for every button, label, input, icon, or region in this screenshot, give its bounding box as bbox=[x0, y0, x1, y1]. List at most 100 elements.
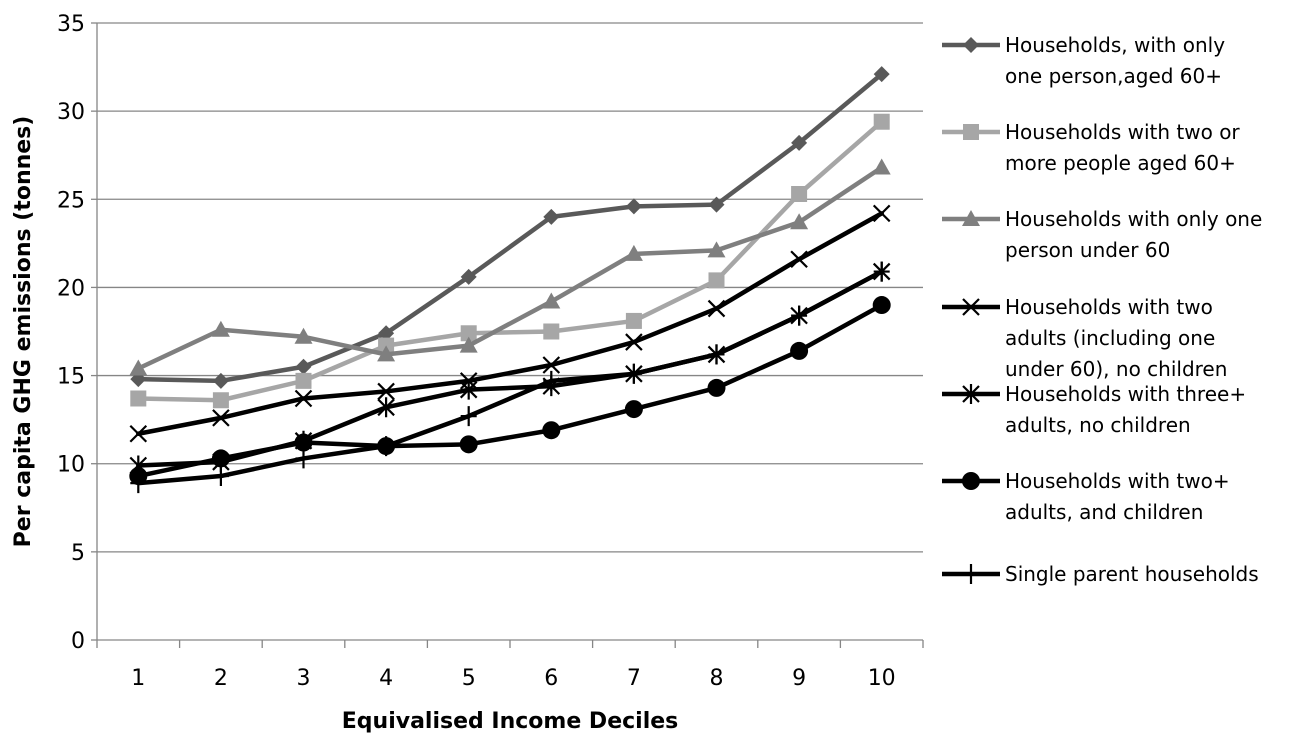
data-point bbox=[211, 320, 230, 337]
data-point bbox=[295, 358, 312, 375]
marker-diamond bbox=[543, 208, 560, 225]
marker-asterisk bbox=[962, 384, 980, 404]
marker-diamond bbox=[963, 37, 979, 53]
legend-label: one person,aged 60+ bbox=[1005, 64, 1222, 88]
marker-x bbox=[294, 389, 313, 408]
data-point bbox=[542, 356, 561, 374]
data-point bbox=[708, 344, 725, 365]
y-tick-label: 5 bbox=[71, 541, 85, 566]
data-point bbox=[791, 185, 808, 202]
marker-triangle bbox=[872, 158, 891, 175]
marker-circle bbox=[707, 378, 726, 397]
marker-triangle bbox=[707, 241, 726, 258]
marker-plus bbox=[295, 448, 312, 469]
legend-label: under 60), no children bbox=[1005, 357, 1227, 381]
marker-circle bbox=[542, 421, 561, 440]
data-point bbox=[543, 370, 560, 391]
data-point bbox=[377, 397, 395, 418]
series-line bbox=[136, 302, 884, 479]
data-point bbox=[624, 244, 643, 261]
series-line bbox=[136, 269, 884, 486]
data-point bbox=[459, 379, 478, 400]
data-point bbox=[624, 400, 643, 419]
y-tick-label: 20 bbox=[57, 276, 85, 301]
series-7 bbox=[130, 261, 890, 494]
data-point bbox=[212, 372, 229, 389]
x-tick-label: 9 bbox=[792, 666, 806, 691]
marker-diamond bbox=[708, 196, 725, 213]
data-point bbox=[625, 363, 642, 384]
data-point bbox=[377, 345, 396, 362]
data-point bbox=[707, 299, 726, 318]
data-point bbox=[212, 392, 229, 409]
data-point bbox=[129, 424, 148, 443]
data-point bbox=[294, 327, 313, 344]
data-point bbox=[625, 333, 643, 351]
series-lines bbox=[129, 66, 891, 494]
marker-circle bbox=[624, 400, 643, 419]
legend-entry: Households with two adults (including one… bbox=[942, 295, 1227, 381]
data-point bbox=[378, 436, 395, 457]
data-point bbox=[872, 204, 891, 223]
marker-plus bbox=[708, 344, 725, 365]
series-line bbox=[136, 71, 884, 384]
marker-plus bbox=[378, 436, 395, 457]
data-point bbox=[791, 134, 808, 151]
data-point bbox=[294, 389, 313, 408]
data-point bbox=[963, 37, 979, 53]
data-point bbox=[294, 433, 313, 452]
legend-entry: Households with two+ adults, and children bbox=[942, 469, 1230, 524]
marker-square bbox=[543, 323, 560, 340]
data-point bbox=[212, 409, 230, 427]
data-point bbox=[130, 390, 147, 407]
data-point bbox=[130, 473, 147, 494]
x-tick-label: 3 bbox=[297, 666, 311, 691]
marker-asterisk bbox=[377, 397, 395, 418]
marker-square bbox=[625, 312, 642, 329]
marker-diamond bbox=[791, 134, 808, 151]
legend-label: Single parent households bbox=[1005, 562, 1259, 586]
legend: Households, with only one person,aged 60+… bbox=[942, 33, 1262, 586]
data-point bbox=[963, 124, 979, 140]
marker-circle bbox=[459, 435, 478, 454]
marker-circle bbox=[211, 449, 230, 468]
series-1 bbox=[130, 66, 890, 389]
marker-plus bbox=[873, 261, 890, 282]
marker-x bbox=[377, 382, 395, 401]
marker-triangle bbox=[790, 213, 809, 230]
marker-square bbox=[963, 124, 979, 140]
x-axis-title: Equivalised Income Deciles bbox=[342, 709, 679, 734]
marker-square bbox=[873, 113, 890, 130]
series-5 bbox=[129, 261, 891, 476]
data-point bbox=[378, 325, 395, 342]
marker-x bbox=[129, 424, 148, 443]
y-tick-label: 15 bbox=[57, 365, 85, 390]
data-point bbox=[460, 325, 477, 342]
x-tick-label: 2 bbox=[214, 666, 228, 691]
marker-plus bbox=[212, 466, 229, 487]
series-line bbox=[136, 165, 884, 371]
data-point bbox=[873, 113, 890, 130]
marker-square bbox=[791, 185, 808, 202]
x-tick-label: 5 bbox=[462, 666, 476, 691]
series-line bbox=[136, 211, 884, 436]
data-point bbox=[129, 359, 148, 376]
y-tick-label: 10 bbox=[57, 453, 85, 478]
data-point bbox=[872, 296, 891, 315]
x-tick-label: 1 bbox=[131, 666, 145, 691]
data-point bbox=[460, 268, 477, 285]
data-point bbox=[962, 210, 980, 226]
series-6 bbox=[129, 296, 891, 486]
marker-x bbox=[707, 299, 726, 318]
legend-label: Households with two bbox=[1005, 295, 1213, 319]
marker-square bbox=[708, 272, 725, 289]
data-point bbox=[212, 466, 229, 487]
y-tick-label: 30 bbox=[57, 100, 85, 125]
marker-triangle bbox=[542, 292, 561, 309]
axes: 0 5 10 15 20 25 30 35 1 2 3 4 5 6 7 8 9 10 bbox=[57, 12, 924, 691]
legend-label: adults, no children bbox=[1005, 413, 1191, 437]
data-point bbox=[211, 449, 230, 468]
marker-diamond bbox=[873, 66, 890, 83]
